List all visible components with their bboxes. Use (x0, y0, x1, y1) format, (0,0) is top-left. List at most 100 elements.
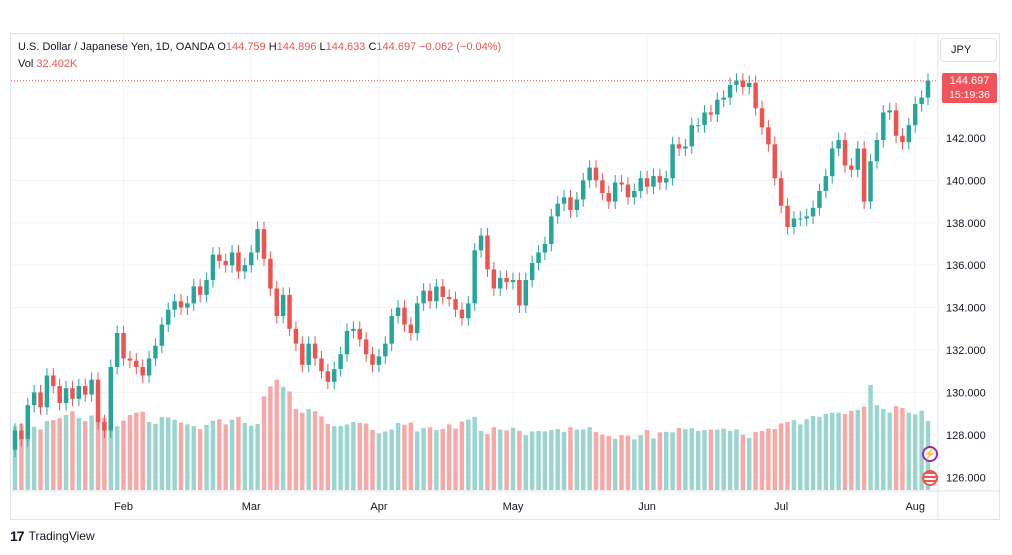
candle-body (383, 343, 388, 357)
volume-bar (440, 429, 446, 490)
volume-bar (657, 432, 663, 490)
candle-body (319, 358, 324, 372)
volume-bar (312, 411, 318, 490)
candle-body (670, 144, 675, 179)
candle-body (63, 388, 69, 404)
time-axis: Feb Mar Apr May Jun Jul Aug (11, 490, 999, 513)
candle-body (561, 197, 567, 204)
candle-body (229, 252, 235, 266)
volume-bar (817, 416, 822, 490)
candle-body (887, 110, 892, 113)
volume-bar (734, 429, 739, 490)
candle-body (421, 290, 426, 304)
symbol-title[interactable]: U.S. Dollar / Japanese Yen, 1D, OANDA (18, 41, 215, 53)
volume-bar (300, 412, 305, 490)
volume-bar (683, 429, 688, 490)
candle-body (108, 366, 114, 431)
candle-body (689, 125, 695, 147)
tradingview-logo-icon[interactable]: 17 (10, 528, 25, 544)
candle-body (823, 176, 829, 191)
volume-bar (248, 425, 254, 490)
volume-bar (632, 439, 637, 490)
volume-bar (670, 432, 675, 490)
candle-body (82, 386, 88, 395)
legend-volume: Vol 32.402K (18, 58, 77, 70)
volume-bar (721, 428, 726, 490)
volume-bar (236, 416, 241, 490)
volume-bar (274, 379, 280, 490)
candle-body (612, 182, 618, 202)
volume-bar (555, 429, 560, 490)
candle-body (287, 294, 292, 329)
candle-body (268, 258, 273, 289)
volume-bar (191, 426, 197, 490)
candle-body (159, 324, 165, 346)
volume-bar (306, 408, 311, 490)
candle-body (95, 379, 101, 423)
candle-body (140, 366, 145, 376)
brand-name[interactable]: TradingView (28, 529, 95, 543)
legend-ohlc: U.S. Dollar / Japanese Yen, 1D, OANDA O1… (18, 41, 501, 53)
candle-body (274, 288, 280, 317)
candle-body (568, 197, 573, 211)
volume-bar (153, 423, 158, 490)
volume-bar (261, 396, 267, 490)
volume-bar (612, 438, 618, 490)
us-flag-icon[interactable] (922, 470, 938, 486)
volume-bar (434, 430, 439, 490)
volume-bar (689, 428, 695, 490)
volume-bar (810, 415, 816, 490)
candle-body (370, 354, 375, 365)
volume-bar (746, 437, 752, 490)
volume-bar (874, 405, 880, 490)
volume-bar (536, 430, 541, 490)
candle-body (855, 148, 861, 170)
volume-bar (695, 430, 701, 490)
volume-bar (44, 421, 50, 490)
volume-bar (804, 419, 809, 490)
candle-body (121, 333, 126, 359)
candle-body (306, 343, 311, 365)
candle-body (497, 277, 503, 289)
candle-body (280, 294, 286, 317)
volume-bar (134, 412, 139, 490)
volume-bar (606, 436, 612, 490)
candle-body (19, 430, 24, 440)
volume-bar (759, 430, 765, 490)
low-label: L (319, 41, 326, 53)
candle-body (683, 146, 688, 149)
candle-body (651, 176, 656, 187)
currency-button[interactable]: JPY (940, 38, 997, 62)
close-label: C (368, 41, 377, 53)
candle-body (293, 328, 299, 344)
volume-bar (638, 435, 643, 490)
volume-bar (561, 431, 567, 490)
volume-bar (25, 426, 31, 490)
candle-body (600, 180, 605, 194)
volume-value: 32.402K (36, 58, 78, 70)
volume-label[interactable]: Vol (18, 58, 34, 70)
candle-body (804, 216, 809, 219)
y-tick-label: 128.000 (946, 430, 986, 442)
volume-bar (408, 422, 414, 490)
volume-bar (242, 422, 248, 490)
candle-body (204, 280, 209, 295)
volume-bar (836, 412, 841, 490)
volume-bar (785, 422, 790, 490)
volume-bar (197, 429, 203, 490)
candle-body (146, 358, 152, 376)
volume-bar (12, 426, 18, 490)
candle-body (331, 369, 337, 382)
volume-bar (619, 435, 624, 490)
y-tick-label: 136.000 (946, 260, 986, 272)
y-tick-label: 134.000 (946, 303, 986, 315)
candle-body (836, 140, 841, 149)
lightning-icon[interactable]: ⚡ (922, 446, 938, 462)
volume-bar (319, 416, 324, 490)
volume-bar (140, 411, 145, 490)
x-tick-label: Jul (774, 501, 788, 513)
candle-body (427, 290, 433, 302)
volume-bar (906, 412, 912, 490)
y-tick-label: 142.000 (946, 133, 986, 145)
